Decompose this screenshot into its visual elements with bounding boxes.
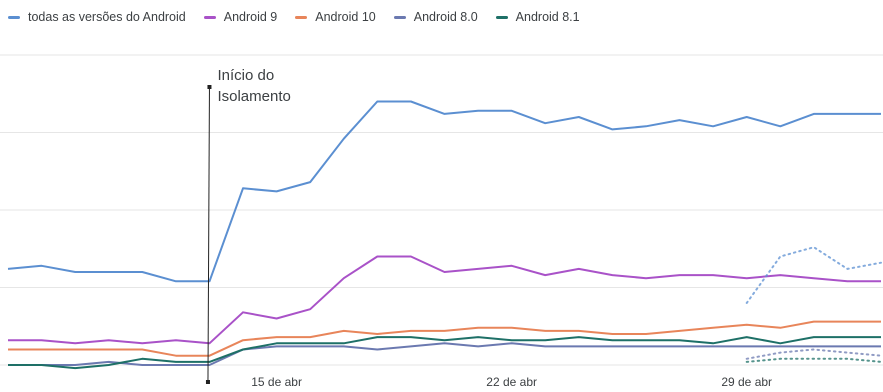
legend-label-android-8-1: Android 8.1 bbox=[515, 10, 580, 24]
legend-item-android-10[interactable]: Android 10 bbox=[295, 10, 376, 24]
annotation-marker-top bbox=[207, 85, 212, 89]
series-line-android-9 bbox=[8, 255, 881, 345]
legend-label-android-10: Android 10 bbox=[315, 10, 376, 24]
legend-item-android-9[interactable]: Android 9 bbox=[203, 10, 278, 24]
series-projection-android-8-0 bbox=[745, 348, 882, 360]
legend-item-todas[interactable]: todas as versões do Android bbox=[8, 10, 186, 24]
series-lines bbox=[7, 100, 882, 370]
series-line-android-8-1 bbox=[8, 336, 881, 370]
legend: todas as versões do Android Android 9 An… bbox=[8, 9, 598, 25]
x-tick-label: 29 de abr bbox=[721, 375, 772, 389]
x-tick-label: 22 de abr bbox=[486, 375, 537, 389]
legend-label-todas: todas as versões do Android bbox=[28, 10, 186, 24]
annotation-line-1: Início do bbox=[217, 67, 274, 84]
legend-swatch-android-8-1 bbox=[495, 15, 508, 19]
series-line-android-8-0 bbox=[8, 342, 881, 366]
series-projection-android-8-1 bbox=[745, 357, 882, 363]
series-line-android-10 bbox=[8, 320, 881, 357]
x-tick-label: 15 de abr bbox=[251, 375, 302, 389]
legend-swatch-android-10 bbox=[295, 15, 308, 19]
annotation-line bbox=[207, 86, 210, 384]
annotation-line-2: Isolamento bbox=[217, 88, 290, 105]
gridlines bbox=[0, 54, 883, 366]
legend-label-android-9: Android 9 bbox=[223, 10, 278, 24]
legend-item-android-8-1[interactable]: Android 8.1 bbox=[495, 10, 580, 24]
annotation-marker-bottom bbox=[205, 380, 210, 384]
legend-item-android-8-0[interactable]: Android 8.0 bbox=[393, 10, 478, 24]
legend-swatch-todas bbox=[8, 15, 20, 19]
series-line-todas bbox=[7, 100, 881, 283]
legend-swatch-android-8-0 bbox=[393, 15, 406, 19]
legend-label-android-8-0: Android 8.0 bbox=[413, 10, 478, 24]
x-axis-ticks: 15 de abr 22 de abr 29 de abr bbox=[251, 375, 772, 389]
isolation-annotation: Início do Isolamento bbox=[205, 67, 291, 384]
legend-swatch-android-9 bbox=[203, 15, 216, 19]
series-projection-todas bbox=[745, 246, 882, 304]
